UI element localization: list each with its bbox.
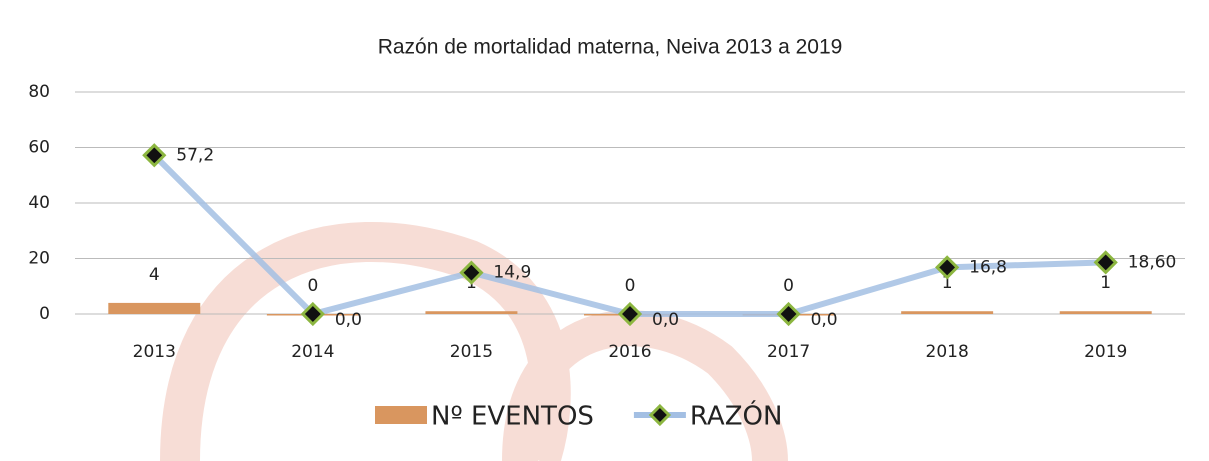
bar-label: 0 bbox=[625, 276, 636, 296]
data-label: 0,0 bbox=[652, 310, 679, 330]
bar-label: 4 bbox=[149, 265, 160, 285]
y-tick-label: 80 bbox=[28, 82, 50, 102]
legend-swatch bbox=[375, 406, 427, 424]
watermark bbox=[502, 310, 788, 461]
data-label: 14,9 bbox=[493, 263, 531, 283]
bar-label: 0 bbox=[783, 276, 794, 296]
y-tick-label: 0 bbox=[39, 304, 50, 324]
bar bbox=[901, 311, 994, 314]
data-label: 18,60 bbox=[1128, 252, 1177, 272]
bar-label: 0 bbox=[307, 276, 318, 296]
y-tick-label: 40 bbox=[28, 193, 50, 213]
marker bbox=[1093, 250, 1118, 275]
marker bbox=[776, 301, 801, 327]
data-label: 0,0 bbox=[335, 310, 362, 330]
data-label: 57,2 bbox=[176, 145, 214, 165]
chart-title: Razón de mortalidad materna, Neiva 2013 … bbox=[378, 36, 843, 59]
legend-label: RAZÓN bbox=[690, 400, 783, 432]
x-tick-label: 2016 bbox=[608, 342, 651, 362]
x-tick-label: 2017 bbox=[767, 342, 810, 362]
data-label: 16,8 bbox=[969, 257, 1007, 277]
x-tick-label: 2015 bbox=[450, 342, 493, 362]
bar bbox=[108, 302, 201, 314]
marker bbox=[935, 255, 960, 280]
y-tick-label: 60 bbox=[28, 138, 50, 158]
bar bbox=[1059, 311, 1152, 314]
y-tick-label: 20 bbox=[28, 249, 50, 269]
data-label: 0,0 bbox=[811, 310, 838, 330]
bar-label: 1 bbox=[1100, 273, 1111, 293]
x-tick-label: 2013 bbox=[133, 342, 176, 362]
x-tick-label: 2018 bbox=[926, 342, 969, 362]
marker bbox=[617, 301, 643, 327]
marker bbox=[459, 260, 484, 285]
marker bbox=[648, 403, 672, 427]
marker bbox=[142, 143, 167, 168]
bar bbox=[425, 311, 518, 314]
x-tick-label: 2014 bbox=[291, 342, 334, 362]
bar-label: 1 bbox=[942, 273, 953, 293]
x-tick-label: 2019 bbox=[1084, 342, 1127, 362]
legend-label: Nº EVENTOS bbox=[431, 402, 594, 432]
marker bbox=[300, 301, 325, 327]
